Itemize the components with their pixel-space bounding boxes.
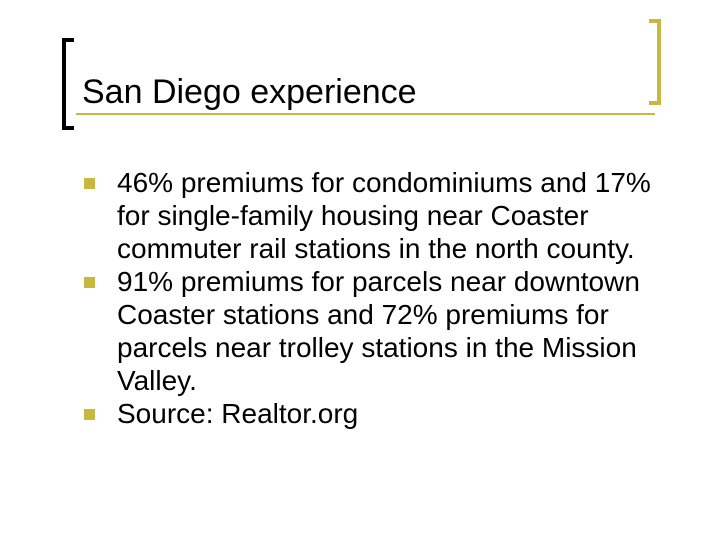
title-bracket-right: [649, 19, 661, 105]
bullet-text: 91% premiums for parcels near downtown C…: [117, 266, 640, 396]
bullet-list: 46% premiums for condominiums and 17% fo…: [0, 166, 720, 430]
bullet-text: Source: Realtor.org: [117, 398, 359, 429]
square-bullet-icon: [84, 277, 95, 288]
square-bullet-icon: [84, 409, 95, 420]
square-bullet-icon: [84, 178, 95, 189]
title-bracket-left: [62, 38, 74, 130]
bullet-item: 91% premiums for parcels near downtown C…: [0, 265, 657, 397]
bullet-text: 46% premiums for condominiums and 17% fo…: [117, 167, 651, 264]
bullet-item: Source: Realtor.org: [0, 397, 657, 430]
slide-title: San Diego experience: [82, 73, 417, 111]
bullet-item: 46% premiums for condominiums and 17% fo…: [0, 166, 657, 265]
title-underline: [76, 113, 655, 115]
